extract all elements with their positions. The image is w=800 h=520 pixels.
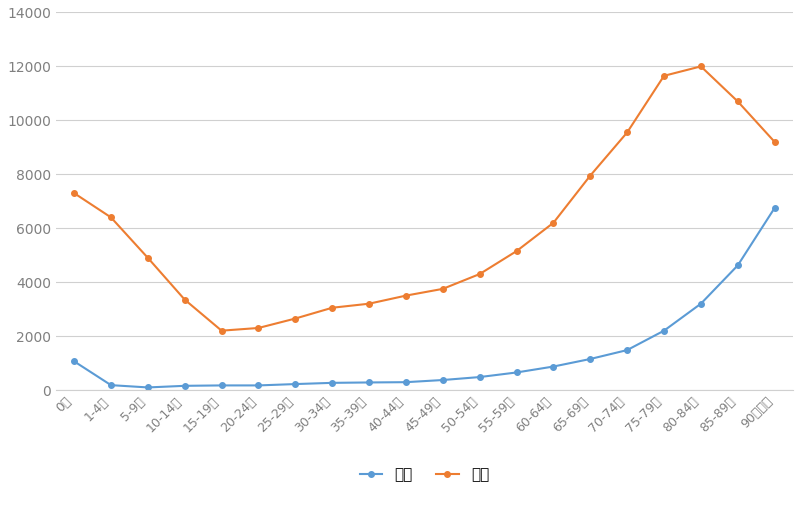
外来 <box>586 173 595 179</box>
外来 <box>217 328 226 334</box>
Legend: 入院, 外来: 入院, 外来 <box>354 461 495 488</box>
外来 <box>327 305 337 311</box>
入院 <box>733 262 742 268</box>
入院 <box>106 382 116 388</box>
Line: 入院: 入院 <box>71 205 778 390</box>
外来 <box>290 316 300 322</box>
外来 <box>770 139 779 145</box>
外来 <box>512 248 522 254</box>
外来 <box>733 98 742 105</box>
外来 <box>549 219 558 226</box>
入院 <box>401 379 410 385</box>
外来 <box>70 190 79 196</box>
入院 <box>290 381 300 387</box>
入院 <box>622 347 632 353</box>
入院 <box>659 328 669 334</box>
入院 <box>180 383 190 389</box>
入院 <box>512 369 522 375</box>
入院 <box>438 377 448 383</box>
外来 <box>364 301 374 307</box>
外来 <box>659 73 669 79</box>
外来 <box>106 214 116 220</box>
入院 <box>143 384 153 391</box>
外来 <box>475 271 485 277</box>
入院 <box>254 382 263 388</box>
外来 <box>696 63 706 70</box>
外来 <box>180 296 190 303</box>
外来 <box>401 292 410 298</box>
入院 <box>327 380 337 386</box>
外来 <box>438 286 448 292</box>
Line: 外来: 外来 <box>71 63 778 333</box>
入院 <box>549 363 558 370</box>
入院 <box>696 301 706 307</box>
入院 <box>475 374 485 380</box>
入院 <box>364 379 374 385</box>
入院 <box>770 205 779 211</box>
入院 <box>217 382 226 388</box>
外来 <box>622 129 632 136</box>
外来 <box>143 255 153 261</box>
入院 <box>70 358 79 365</box>
外来 <box>254 325 263 331</box>
入院 <box>586 356 595 362</box>
